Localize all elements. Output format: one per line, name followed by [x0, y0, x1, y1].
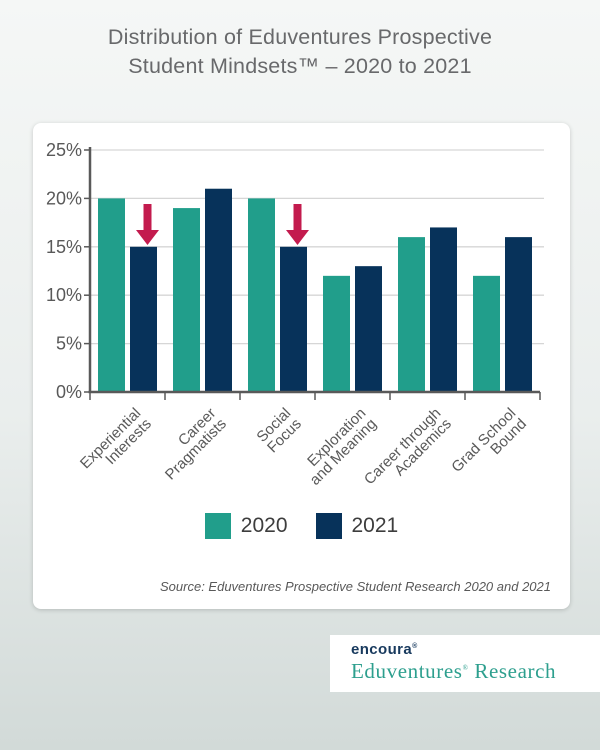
bar-2020-grad-school-bound	[473, 275, 500, 392]
page-title-line1: Distribution of Eduventures Prospective	[107, 25, 493, 49]
page-title-line2: Student Mindsets™ – 2020 to 2021	[128, 54, 472, 78]
logo: encoura® Eduventures® Research	[330, 635, 600, 692]
logo-brand-text: encoura	[351, 641, 413, 658]
legend-label-2020: 2020	[240, 514, 288, 537]
x-axis-label: ExperientialInterests	[77, 405, 155, 483]
x-axis-label: Career throughAcademics	[361, 405, 455, 499]
chart-legend: 2020 2021	[33, 513, 570, 539]
bar-2020-exploration-and-meaning	[323, 275, 350, 392]
y-axis-label: 15%	[46, 237, 82, 257]
source-note: Source: Eduventures Prospective Student …	[160, 579, 551, 594]
registered-mark-icon: ®	[412, 643, 418, 650]
bar-2020-experiential-interests	[98, 198, 125, 392]
bar-2021-career-pragmatists	[205, 188, 232, 392]
y-axis-label: 25%	[46, 140, 82, 160]
bar-2021-social-focus	[280, 246, 307, 392]
x-axis-label: SocialFocus	[253, 405, 305, 457]
y-axis-label: 0%	[56, 382, 82, 402]
registered-mark-icon: ®	[462, 664, 469, 672]
logo-brand-encoura: encoura®	[351, 642, 600, 657]
page-title: Distribution of Eduventures Prospective …	[60, 23, 540, 81]
logo-suffix-text: Research	[474, 659, 557, 683]
bar-2020-career-pragmatists	[173, 208, 200, 392]
bar-chart: 0%5%10%15%20%25%ExperientialInterests Car…	[46, 140, 544, 499]
legend-swatch-2020	[204, 513, 231, 539]
decline-arrow-icon	[286, 204, 309, 245]
bar-2020-career-through-academics	[398, 237, 425, 392]
y-axis-label: 10%	[46, 285, 82, 305]
legend-swatch-2021	[315, 513, 342, 539]
decline-arrow-icon	[136, 204, 159, 245]
x-axis-label: Grad SchoolBound	[448, 405, 530, 487]
legend-item-2021: 2021	[315, 513, 399, 539]
legend-label-2021: 2021	[351, 514, 399, 537]
bar-2021-experiential-interests	[130, 246, 157, 392]
y-axis-label: 20%	[46, 188, 82, 208]
chart-card: 0% 5% 10% 15% 20% 25% ExperientialInterests Car…	[33, 123, 570, 609]
logo-product-eduventures-research: Eduventures® Research	[351, 659, 600, 684]
x-axis-label: CareerPragmatists	[151, 405, 230, 484]
bar-2020-social-focus	[248, 198, 275, 392]
logo-product-text: Eduventures	[351, 659, 463, 683]
bar-2021-career-through-academics	[430, 227, 457, 392]
bar-2021-exploration-and-meaning	[355, 266, 382, 392]
legend-item-2020: 2020	[204, 513, 288, 539]
bar-2021-grad-school-bound	[505, 237, 532, 392]
y-axis-label: 5%	[56, 334, 82, 354]
